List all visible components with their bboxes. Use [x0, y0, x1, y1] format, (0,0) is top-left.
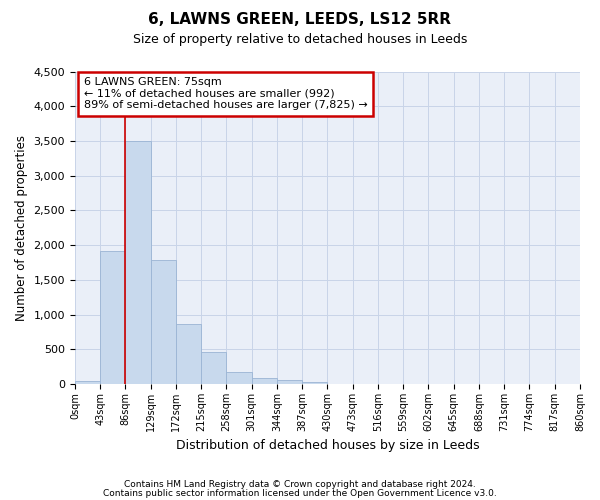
Y-axis label: Number of detached properties: Number of detached properties — [15, 135, 28, 321]
X-axis label: Distribution of detached houses by size in Leeds: Distribution of detached houses by size … — [176, 440, 479, 452]
Bar — [201, 352, 226, 384]
Text: 6 LAWNS GREEN: 75sqm
← 11% of detached houses are smaller (992)
89% of semi-deta: 6 LAWNS GREEN: 75sqm ← 11% of detached h… — [84, 77, 367, 110]
Bar — [100, 251, 125, 384]
Text: 6, LAWNS GREEN, LEEDS, LS12 5RR: 6, LAWNS GREEN, LEEDS, LS12 5RR — [149, 12, 452, 28]
Bar — [226, 372, 251, 384]
Bar — [176, 324, 201, 384]
Bar — [151, 260, 176, 384]
Bar — [75, 380, 100, 384]
Bar — [302, 382, 328, 384]
Text: Contains public sector information licensed under the Open Government Licence v3: Contains public sector information licen… — [103, 488, 497, 498]
Text: Size of property relative to detached houses in Leeds: Size of property relative to detached ho… — [133, 32, 467, 46]
Text: Contains HM Land Registry data © Crown copyright and database right 2024.: Contains HM Land Registry data © Crown c… — [124, 480, 476, 489]
Bar — [125, 141, 151, 384]
Bar — [251, 378, 277, 384]
Bar — [277, 380, 302, 384]
